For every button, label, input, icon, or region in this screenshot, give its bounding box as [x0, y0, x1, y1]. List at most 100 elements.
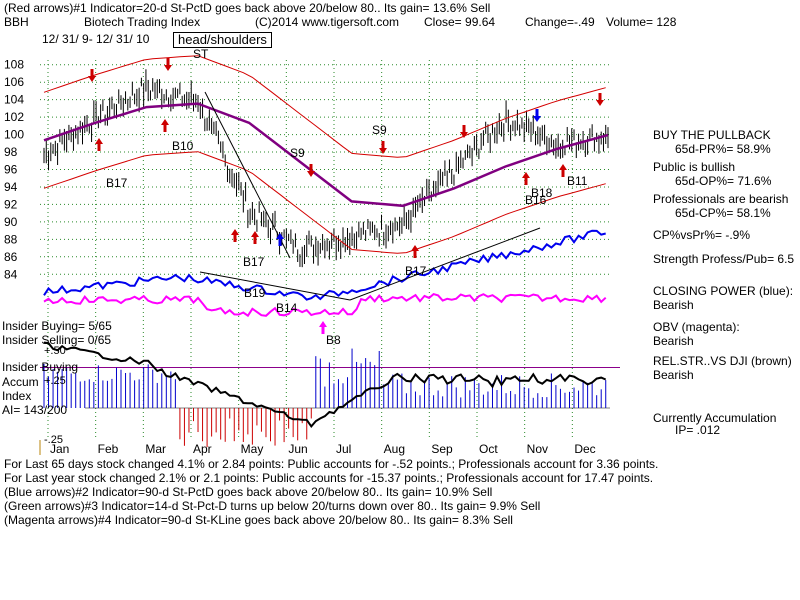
ip-value: IP= .012	[675, 423, 721, 437]
strength-ratio: Strength Profess/Pub= 6.5	[653, 252, 795, 266]
x-axis-ticks: Jan Feb Mar Apr May Jun Jul Aug Sep Oct Nov Dec	[50, 442, 596, 456]
index-name: Biotech Trading Index	[84, 15, 201, 29]
ticker-symbol: BBH	[4, 15, 29, 29]
copyright: (C)2014 www.tigersoft.com	[255, 15, 400, 29]
footer-line-4: (Green arrows)#3 Indicator=14-d St-Pct-D…	[4, 499, 541, 513]
x-tick-label: Dec	[574, 442, 595, 456]
lower-band-line	[43, 151, 606, 254]
trendline-downtrend	[204, 91, 291, 259]
cp-value: 65d-CP%= 58.1%	[675, 206, 771, 220]
insider-buying-2: Insider Buying	[2, 360, 79, 374]
obv-value: Bearish	[653, 334, 694, 348]
annotation-b17-jan: B17	[106, 176, 128, 190]
obv-line	[43, 292, 607, 318]
buy-arrow	[251, 231, 259, 244]
indicator-zero-line	[40, 367, 620, 368]
x-tick-label: May	[241, 442, 264, 456]
y-tick-label: 98	[4, 145, 18, 159]
cp-vs-pr: CP%vsPr%= -.9%	[653, 228, 751, 242]
y-tick-label: 88	[4, 232, 18, 246]
insider-selling: Insider Selling= 0/65	[2, 333, 112, 347]
annotation-b8: B8	[326, 333, 341, 347]
trendline-neckline	[199, 271, 351, 301]
x-tick-label: Mar	[145, 442, 166, 456]
y-tick-label: 86	[4, 250, 18, 264]
buy-arrow	[276, 233, 284, 246]
accum-label: Accum	[2, 375, 39, 389]
annotation-b16: B16	[525, 193, 547, 207]
y-axis-ticks: 108 106 104 102 100 98 96 94 92 90 88 86 84	[4, 58, 24, 282]
accumulation-bars	[43, 341, 607, 448]
y-tick-label: 90	[4, 215, 18, 229]
moving-average-line	[43, 102, 609, 208]
signal-arrows	[88, 58, 604, 334]
relstr-label: REL.STR..VS DJI (brown)	[653, 354, 792, 368]
sell-arrow	[307, 164, 315, 177]
x-tick-label: Jan	[50, 442, 69, 456]
upper-band-line	[43, 55, 606, 158]
annotation-b14: B14	[276, 301, 298, 315]
x-tick-label: Aug	[384, 442, 405, 456]
trendline-uptrend	[349, 227, 541, 301]
annotation-b19: B19	[244, 286, 266, 300]
insider-buying: Insider Buying= 5/65	[2, 319, 112, 333]
footer-line-2: For Last year stock changed 2.1% or 2.1 …	[4, 471, 654, 485]
index-label: Index	[2, 389, 32, 403]
buy-arrow	[522, 172, 530, 185]
closing-power-label: CLOSING POWER (blue):	[653, 284, 794, 298]
accumulation-label: Currently Accumulation	[653, 411, 777, 425]
x-tick-label: Apr	[193, 442, 212, 456]
sell-arrow	[379, 141, 387, 154]
sell-arrow	[164, 58, 172, 71]
annotation-b11: B11	[567, 174, 588, 188]
annotation-b17-may: B17	[243, 255, 265, 269]
public-bullish: Public is bullish	[653, 160, 736, 174]
annotation-s9-jul: S9	[372, 123, 387, 137]
footer-line-1: For Last 65 days stock changed 4.1% or 2…	[4, 457, 659, 471]
ai-value: AI= 143/200	[2, 403, 68, 417]
y-tick-label: 100	[4, 128, 24, 142]
pr-value: 65d-PR%= 58.9%	[675, 142, 771, 156]
y-tick-label: 96	[4, 163, 18, 177]
obv-label: OBV (magenta):	[653, 320, 740, 334]
buy-the-pullback: BUY THE PULLBACK	[653, 128, 771, 142]
annotation-s9-jun: S9	[290, 146, 305, 160]
sell-arrow	[596, 93, 604, 106]
y-tick-label: 106	[4, 75, 24, 89]
y-tick-label: 94	[4, 180, 18, 194]
buy-arrow	[231, 229, 239, 242]
buy-arrow	[411, 245, 419, 258]
signal-1-text: (Red arrows)#1 Indicator=20-d St-PctD go…	[4, 1, 491, 15]
buy-arrow	[559, 164, 567, 177]
buy-arrow	[319, 321, 327, 334]
y-tick-label: 102	[4, 110, 24, 124]
closing-power-line	[43, 229, 606, 301]
indicator-plus-50: +.50	[44, 345, 66, 357]
accum-index-line	[43, 341, 607, 429]
x-tick-label: Jun	[288, 442, 307, 456]
x-tick-label: Feb	[98, 442, 119, 456]
volume-value: Volume= 128	[606, 15, 677, 29]
x-tick-label: Sep	[431, 442, 453, 456]
buy-arrow	[95, 138, 103, 151]
annotation-b17-aug: B17	[405, 264, 427, 278]
y-tick-label: 92	[4, 197, 18, 211]
y-tick-label: 84	[4, 267, 18, 281]
y-tick-label: 108	[4, 58, 24, 72]
close-value: Close= 99.64	[424, 15, 496, 29]
closing-power-value: Bearish	[653, 298, 694, 312]
date-range: 12/ 31/ 9- 12/ 31/ 10	[42, 32, 150, 46]
annotation-st: ST	[193, 47, 209, 61]
indicator-minus-25: -.25	[44, 434, 63, 446]
professionals-bearish: Professionals are bearish	[653, 192, 789, 206]
y-tick-label: 104	[4, 93, 24, 107]
pattern-label-box: head/shoulders	[173, 32, 272, 48]
sell-arrow	[533, 109, 541, 122]
relstr-value: Bearish	[653, 368, 694, 382]
buy-arrow	[161, 119, 169, 132]
annotation-b10: B10	[172, 139, 194, 153]
chart-series	[43, 55, 609, 318]
indicator-plus-25: +.25	[44, 375, 66, 387]
sell-arrow	[88, 69, 96, 82]
